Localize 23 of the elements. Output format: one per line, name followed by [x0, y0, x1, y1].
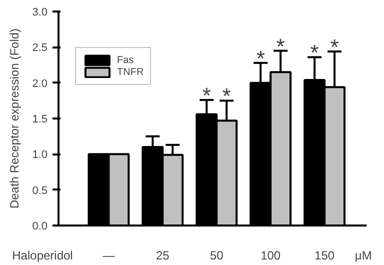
y-tick-label: 2.5 — [32, 42, 48, 54]
annotation: * — [256, 46, 266, 71]
y-axis-title: Death Receptor expression (Fold) — [8, 28, 22, 209]
x-tick-label: 100 — [260, 248, 281, 262]
x-tick-label: 25 — [156, 248, 170, 262]
legend-label: TNFR — [117, 66, 144, 78]
y-tick-label: 1.0 — [32, 149, 48, 162]
x-tick-label: 50 — [210, 248, 224, 262]
x-tick-label: — — [102, 248, 115, 262]
annotation: * — [276, 34, 286, 59]
y-tick-label: 1.5 — [32, 114, 48, 126]
y-tick-label: 0.0 — [32, 220, 48, 232]
text: μM — [354, 248, 372, 262]
annotation: * — [202, 82, 212, 108]
y-tick-label: 2.0 — [32, 78, 48, 90]
annotation: * — [310, 40, 320, 66]
text: Haloperidol — [12, 248, 73, 262]
legend-label: Fas — [117, 54, 135, 66]
x-tick-label: 150 — [314, 248, 335, 262]
annotation: * — [222, 84, 232, 109]
y-tick-label: 3.0 — [32, 6, 48, 19]
annotation: * — [330, 34, 340, 60]
y-tick-label: 0.5 — [32, 184, 48, 197]
